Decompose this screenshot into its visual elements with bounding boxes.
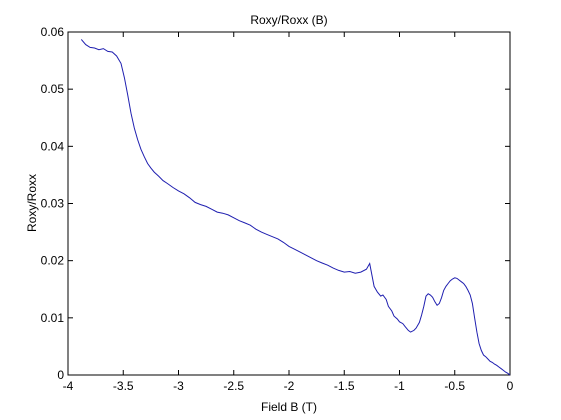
x-axis-label: Field B (T) xyxy=(261,400,317,414)
y-tick-label: 0.02 xyxy=(41,254,65,268)
plot-area xyxy=(67,31,511,376)
x-tick-label: -2.5 xyxy=(223,379,244,393)
x-tick-label: -0.5 xyxy=(444,379,465,393)
x-axis-ticks: -4 -3.5 -3 -2.5 -2 -1.5 -1 -0.5 0 xyxy=(63,32,514,393)
x-tick-label: -1 xyxy=(394,379,405,393)
x-tick-label: -2 xyxy=(284,379,295,393)
y-tick-label: 0 xyxy=(57,368,64,382)
y-tick-label: 0.05 xyxy=(41,82,65,96)
y-tick-label: 0.04 xyxy=(41,139,65,153)
y-tick-label: 0.03 xyxy=(41,197,65,211)
x-tick-label: -1.5 xyxy=(334,379,355,393)
x-tick-label: 0 xyxy=(507,379,514,393)
x-tick-label: -4 xyxy=(63,379,74,393)
y-axis-label: Roxy/Roxx xyxy=(25,174,39,232)
chart-title: Roxy/Roxx (B) xyxy=(250,13,327,27)
y-tick-label: 0.06 xyxy=(41,25,65,39)
y-tick-label: 0.01 xyxy=(41,311,65,325)
y-axis-ticks: 0 0.01 0.02 0.03 0.04 0.05 0.06 xyxy=(41,25,510,382)
series-line xyxy=(80,39,511,376)
x-tick-label: -3.5 xyxy=(113,379,134,393)
x-tick-label: -3 xyxy=(173,379,184,393)
